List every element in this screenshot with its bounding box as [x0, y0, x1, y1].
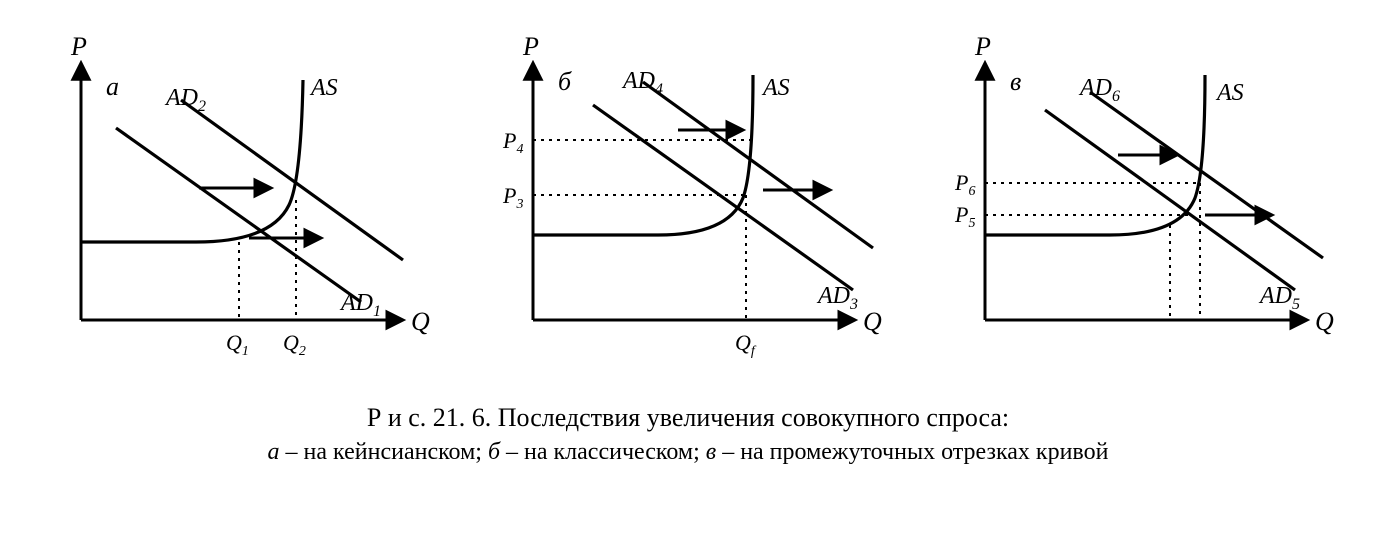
panel-tag: а: [106, 72, 119, 101]
ad4-label: AD4: [621, 68, 663, 98]
panel-a: P Q а AS AD2 AD1 Q1 Q2: [21, 20, 451, 385]
q-axis-label: Q: [411, 307, 430, 336]
p5-label: P5: [954, 202, 975, 231]
ad2-line: [181, 100, 403, 260]
p6-label: P6: [954, 170, 975, 199]
p-axis-label: P: [70, 32, 87, 61]
caption-line-1: Р и с. 21. 6. Последствия увеличения сов…: [10, 403, 1366, 433]
figure-caption: Р и с. 21. 6. Последствия увеличения сов…: [10, 403, 1366, 466]
caption-prefix: Р и с. 21. 6.: [367, 403, 498, 432]
as-curve: [533, 75, 753, 235]
as-label: AS: [761, 75, 790, 101]
tag-c: в: [706, 439, 716, 465]
ad2-label: AD2: [164, 85, 206, 115]
tag-b: б: [488, 439, 500, 465]
ad5-line: [1045, 110, 1295, 290]
desc-a: – на кейнсианском;: [280, 439, 488, 465]
qf-label: Qf: [735, 330, 757, 359]
q1-label: Q1: [226, 330, 249, 359]
as-label: AS: [309, 75, 338, 101]
caption-line-2: а – на кейнсианском; б – на классическом…: [10, 439, 1366, 466]
desc-c: – на промежуточных отрезках кривой: [716, 439, 1108, 465]
panel-tag: б: [558, 67, 572, 96]
tag-a: а: [268, 439, 280, 465]
chart-a: P Q а AS AD2 AD1 Q1 Q2: [21, 20, 451, 380]
p3-label: P3: [502, 183, 523, 212]
ad3-line: [593, 105, 853, 290]
p-axis-label: P: [974, 32, 991, 61]
p-axis-label: P: [522, 32, 539, 61]
caption-title: Последствия увеличения совокупного спрос…: [498, 403, 1009, 432]
q-axis-label: Q: [1315, 307, 1334, 336]
ad1-label: AD1: [339, 290, 381, 320]
p4-label: P4: [502, 128, 523, 157]
desc-b: – на классическом;: [500, 439, 706, 465]
chart-b: P Q б AS AD4 AD3 P4 P3 Qf: [473, 20, 903, 380]
q-axis-label: Q: [863, 307, 882, 336]
as-label: AS: [1215, 80, 1244, 106]
panel-c: P Q в AS AD6 AD5 P6 P5: [925, 20, 1355, 385]
ad6-label: AD6: [1078, 75, 1120, 105]
q2-label: Q2: [283, 330, 306, 359]
panel-b: P Q б AS AD4 AD3 P4 P3 Qf: [473, 20, 903, 385]
panels-row: P Q а AS AD2 AD1 Q1 Q2: [10, 20, 1366, 385]
panel-tag: в: [1010, 67, 1021, 96]
chart-c: P Q в AS AD6 AD5 P6 P5: [925, 20, 1355, 380]
